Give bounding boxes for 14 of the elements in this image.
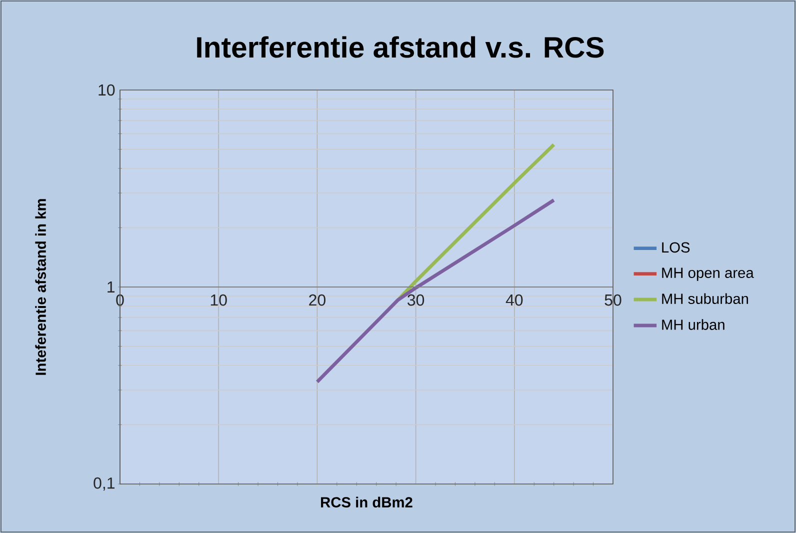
chart-title: Interferentie afstand v.s. RCS bbox=[197, 36, 604, 58]
x-tick-label: 40 bbox=[506, 294, 523, 306]
x-axis-title: RCS in dBm2 bbox=[321, 496, 412, 508]
y-tick-label: 1 bbox=[108, 282, 115, 293]
x-tick-label: 30 bbox=[408, 294, 424, 306]
legend-label: MH suburban bbox=[662, 293, 748, 304]
y-axis-title: Inteferentie afstand in km bbox=[35, 199, 46, 375]
legend-label: MH urban bbox=[662, 319, 724, 330]
x-tick-label: 10 bbox=[210, 294, 227, 306]
y-tick-label: 10 bbox=[98, 84, 115, 96]
legend-label: MH open area bbox=[662, 268, 754, 281]
y-tick-label: 0,1 bbox=[94, 477, 115, 491]
legend-label: LOS bbox=[662, 242, 690, 253]
x-tick-label: 20 bbox=[309, 294, 326, 306]
